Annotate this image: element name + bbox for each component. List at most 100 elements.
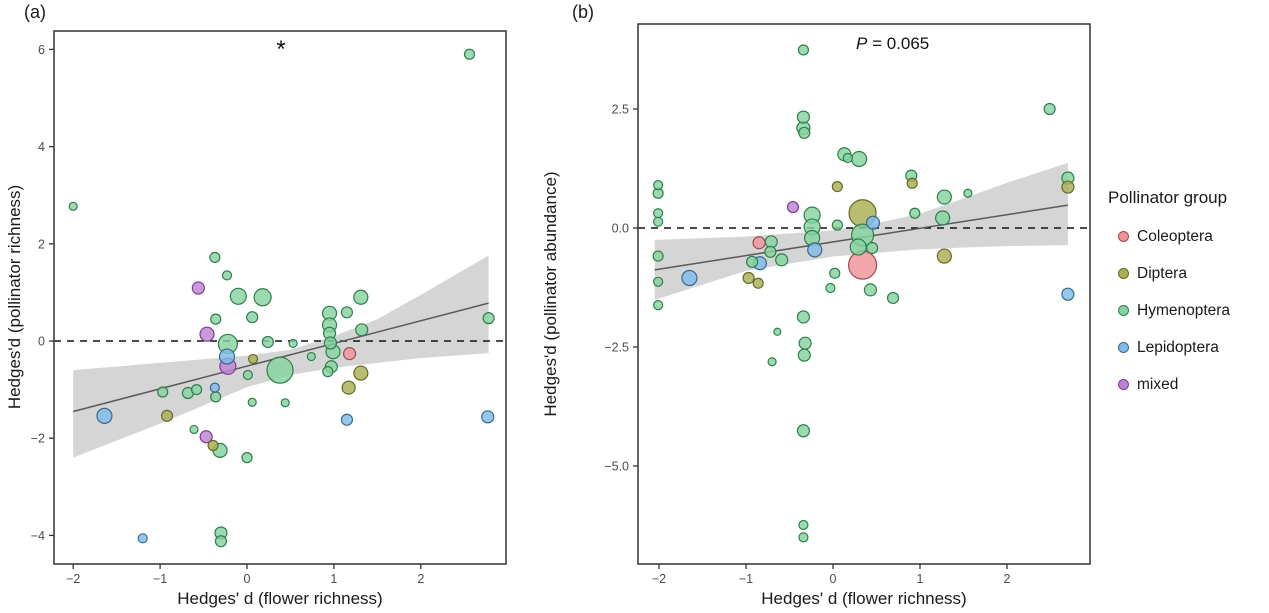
data-point-hymenoptera — [653, 180, 664, 191]
data-point-hymenoptera — [797, 348, 811, 362]
x-tick-label-b: −1 — [739, 572, 753, 586]
x-tick-label-a: −2 — [66, 572, 80, 586]
data-point-hymenoptera — [229, 287, 247, 305]
data-point-hymenoptera — [463, 48, 476, 60]
data-point-hymenoptera — [253, 288, 272, 307]
data-point-diptera — [247, 353, 259, 365]
data-point-hymenoptera — [261, 335, 274, 349]
data-point-hymenoptera — [863, 283, 878, 297]
y-tick-label-a: 2 — [38, 237, 45, 251]
data-point-lepidoptera — [681, 269, 698, 287]
lepidoptera-color-dot-icon — [1118, 342, 1129, 353]
data-point-hymenoptera — [214, 535, 228, 548]
legend-entry-coleoptera: Coleoptera — [1106, 218, 1230, 255]
data-point-hymenoptera — [190, 384, 203, 396]
data-point-diptera — [831, 180, 843, 193]
legend-entry-mixed: mixed — [1106, 366, 1230, 403]
data-point-hymenoptera — [936, 189, 952, 205]
data-point-mixed — [199, 326, 215, 342]
data-point-hymenoptera — [850, 150, 868, 168]
data-point-hymenoptera — [288, 338, 298, 349]
y-tick-label-a: 0 — [38, 335, 45, 349]
data-point-coleoptera — [342, 347, 357, 361]
legend-entry-lepidoptera: Lepidoptera — [1106, 329, 1230, 366]
y-tick-label-a: −2 — [31, 432, 45, 446]
data-point-hymenoptera — [866, 241, 879, 255]
legend-entry-hymenoptera: Hymenoptera — [1106, 292, 1230, 329]
data-point-hymenoptera — [831, 219, 843, 231]
data-point-lepidoptera — [865, 215, 881, 230]
mixed-color-dot-icon — [1118, 379, 1129, 390]
data-point-hymenoptera — [963, 188, 973, 198]
data-point-hymenoptera — [323, 336, 338, 350]
data-point-hymenoptera — [842, 152, 853, 164]
data-point-diptera — [207, 439, 219, 452]
legend-entry-label: Hymenoptera — [1137, 301, 1231, 319]
x-tick-label-b: −2 — [652, 572, 666, 586]
data-point-hymenoptera — [829, 267, 841, 279]
panel-border-a — [53, 30, 507, 565]
data-point-hymenoptera — [796, 424, 811, 438]
data-point-hymenoptera — [797, 44, 810, 56]
x-tick-label-a: 1 — [330, 572, 337, 586]
data-point-hymenoptera — [68, 201, 78, 211]
data-point-hymenoptera — [935, 210, 951, 226]
data-point-lepidoptera — [218, 348, 236, 365]
data-point-mixed — [191, 281, 205, 295]
data-point-diptera — [752, 277, 764, 289]
data-point-hymenoptera — [764, 245, 777, 258]
panel-b-label: (b) — [572, 2, 594, 22]
data-point-hymenoptera — [221, 270, 233, 281]
x-tick-label-a: −1 — [153, 572, 167, 586]
data-point-hymenoptera — [322, 366, 334, 378]
data-point-hymenoptera — [355, 323, 369, 337]
data-point-hymenoptera — [241, 452, 253, 464]
x-tick-label-b: 1 — [917, 572, 924, 586]
data-point-hymenoptera — [909, 207, 921, 219]
pollinator-legend: Pollinator group Coleoptera Diptera Hymeno… — [1106, 188, 1230, 403]
data-point-coleoptera — [752, 236, 766, 250]
x-axis-title-b: Hedges' d (flower richness) — [761, 589, 966, 608]
data-point-lepidoptera — [137, 533, 148, 544]
diptera-color-dot-icon — [1118, 268, 1129, 279]
panel-border-b — [637, 23, 1091, 565]
legend-entry-label: Coleoptera — [1137, 227, 1213, 245]
data-point-hymenoptera — [210, 391, 222, 403]
data-point-hymenoptera — [209, 251, 221, 264]
data-point-hymenoptera — [798, 126, 811, 139]
legend-title: Pollinator group — [1108, 188, 1228, 207]
x-tick-label-a: 2 — [417, 572, 424, 586]
legend-entry-label: mixed — [1137, 375, 1179, 393]
coleoptera-color-dot-icon — [1118, 231, 1129, 242]
x-tick-label-a: 0 — [244, 572, 251, 586]
data-point-lepidoptera — [807, 242, 823, 258]
data-point-hymenoptera — [1043, 102, 1056, 116]
y-tick-label-b: −2.5 — [604, 341, 629, 355]
data-point-hymenoptera — [246, 311, 259, 324]
data-point-hymenoptera — [210, 313, 222, 325]
hymenoptera-color-dot-icon — [1118, 305, 1129, 316]
y-tick-label-b: 0.0 — [612, 222, 629, 236]
data-point-diptera — [341, 380, 356, 395]
data-point-lepidoptera — [481, 410, 495, 424]
data-point-hymenoptera — [306, 351, 316, 362]
y-tick-label-b: 2.5 — [612, 103, 629, 117]
panel-a-label: (a) — [24, 2, 46, 22]
data-point-hymenoptera — [653, 208, 664, 219]
data-point-lepidoptera — [209, 382, 220, 393]
data-point-lepidoptera — [96, 407, 113, 424]
data-point-hymenoptera — [775, 253, 789, 267]
data-point-hymenoptera — [652, 250, 664, 262]
significance-asterisk-a: * — [276, 36, 285, 63]
y-axis-title-a: Hedges'd (pollinator richness) — [5, 185, 24, 409]
data-point-diptera — [160, 409, 174, 422]
y-tick-label-b: −5.0 — [604, 460, 629, 474]
p-value-annotation-b: P = 0.065 — [856, 34, 929, 53]
data-point-hymenoptera — [798, 336, 812, 350]
data-point-hymenoptera — [796, 110, 811, 124]
legend-entry-label: Diptera — [1137, 264, 1187, 282]
data-point-hymenoptera — [340, 306, 354, 319]
data-point-hymenoptera — [796, 310, 811, 324]
data-point-hymenoptera — [266, 356, 294, 384]
